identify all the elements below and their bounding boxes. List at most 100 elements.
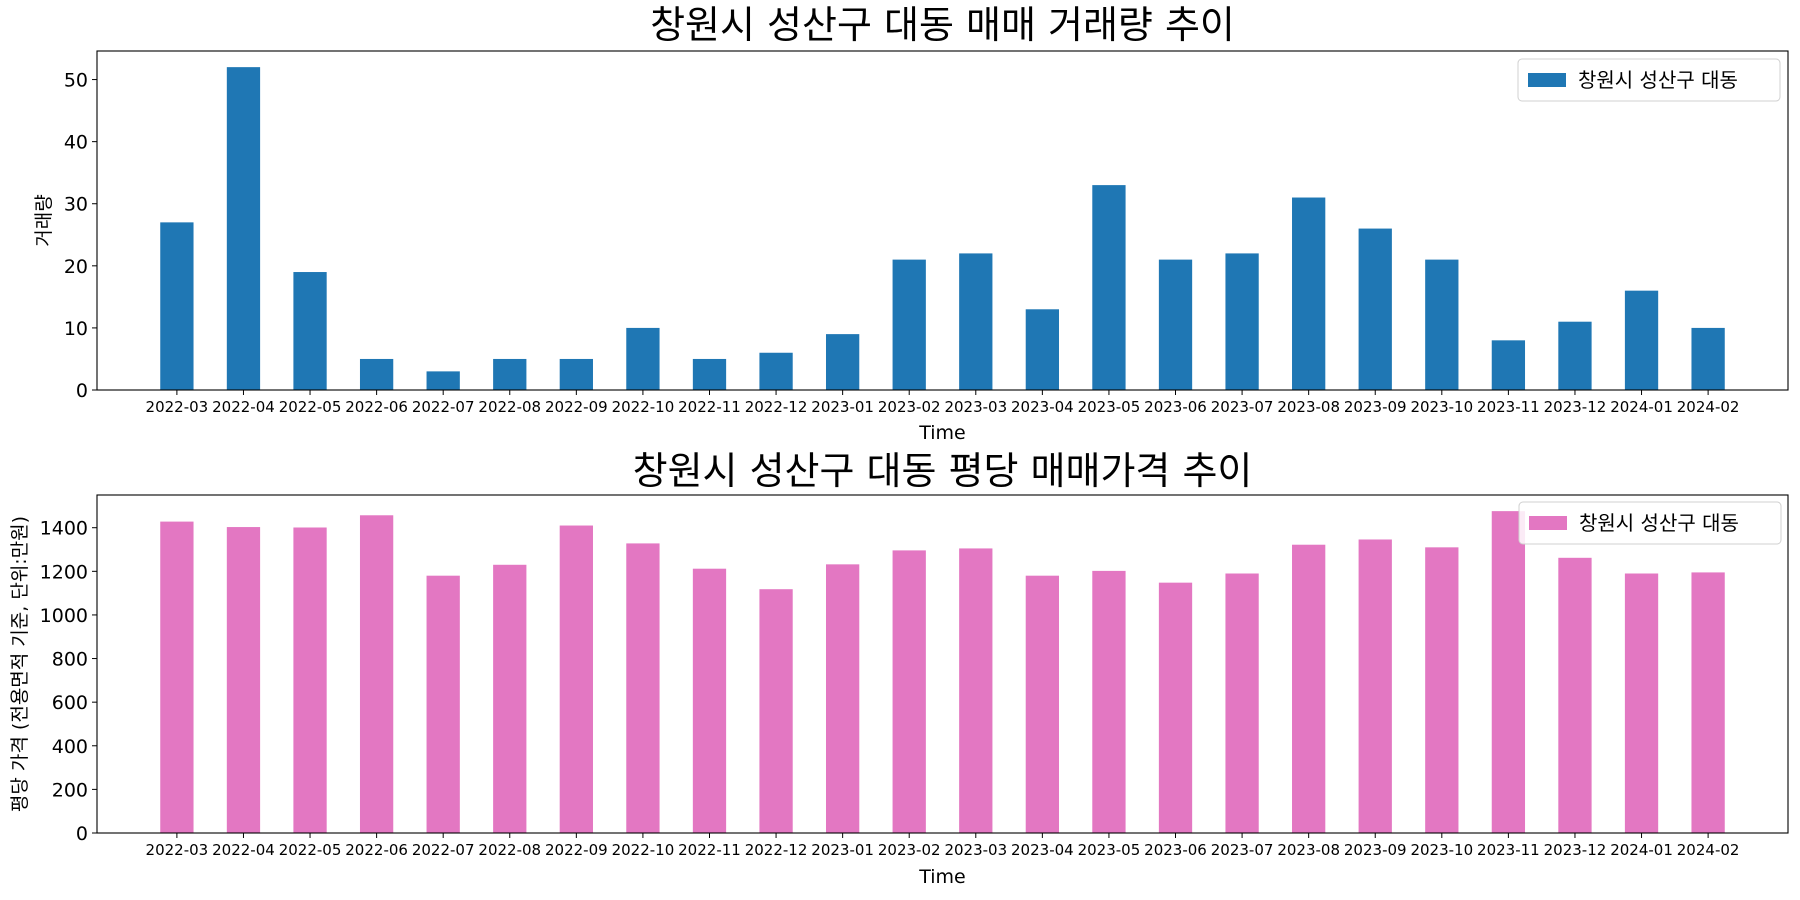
x-tick-label: 2022-04 <box>212 841 275 859</box>
x-tick-label: 2023-06 <box>1144 398 1207 416</box>
x-tick-label: 2022-11 <box>678 398 741 416</box>
x-tick-label: 2023-12 <box>1544 841 1607 859</box>
bar <box>1292 544 1326 833</box>
bar <box>759 352 793 390</box>
bar <box>426 575 460 833</box>
x-tick-label: 2023-05 <box>1078 398 1141 416</box>
bar <box>426 371 460 390</box>
x-tick-label: 2023-12 <box>1544 398 1607 416</box>
y-axis-label: 거래량 <box>33 194 55 246</box>
x-tick-label: 2023-01 <box>811 398 874 416</box>
x-tick-label: 2022-09 <box>545 841 608 859</box>
x-tick-label: 2023-01 <box>811 841 874 859</box>
bar <box>559 358 593 390</box>
bar <box>1092 570 1126 833</box>
x-tick-label: 2022-03 <box>146 398 209 416</box>
x-tick-label: 2022-05 <box>279 841 342 859</box>
bar <box>1092 185 1126 390</box>
bar <box>1491 511 1526 833</box>
y-tick-label: 10 <box>64 318 88 340</box>
x-tick-label: 2024-01 <box>1610 841 1673 859</box>
bar <box>1425 259 1459 390</box>
bar <box>559 525 593 833</box>
y-tick-label: 200 <box>52 779 88 801</box>
bar <box>892 259 926 390</box>
x-tick-label: 2023-09 <box>1344 398 1407 416</box>
bar <box>293 527 327 833</box>
x-tick-label: 2022-04 <box>212 398 275 416</box>
y-tick-label: 1200 <box>40 561 88 583</box>
legend-swatch <box>1529 516 1567 530</box>
x-tick-label: 2024-02 <box>1677 398 1740 416</box>
legend-box <box>1517 58 1781 102</box>
x-tick-label: 2023-03 <box>944 841 1007 859</box>
bar <box>959 253 993 390</box>
bar <box>1558 557 1592 833</box>
y-tick-label: 600 <box>52 692 88 714</box>
bar <box>1358 539 1392 833</box>
x-tick-label: 2023-08 <box>1277 841 1340 859</box>
x-tick-label: 2023-10 <box>1410 398 1473 416</box>
bar <box>1558 321 1592 390</box>
bar <box>1225 573 1259 833</box>
x-tick-label: 2023-03 <box>944 398 1007 416</box>
y-tick-label: 400 <box>52 736 88 758</box>
y-tick-label: 20 <box>64 256 88 278</box>
bar <box>626 327 660 390</box>
legend-box <box>1518 501 1782 545</box>
chart-title: 창원시 성산구 대동 평당 매매가격 추이 <box>633 449 1253 493</box>
x-tick-label: 2023-02 <box>878 841 941 859</box>
bar <box>825 334 860 390</box>
y-tick-label: 1400 <box>40 518 88 540</box>
bar <box>692 568 727 833</box>
bar <box>493 358 527 390</box>
chart-title: 창원시 성산구 대동 매매 거래량 추이 <box>650 3 1235 47</box>
x-tick-label: 2022-10 <box>612 841 675 859</box>
x-tick-label: 2023-05 <box>1078 841 1141 859</box>
y-tick-label: 30 <box>64 194 88 216</box>
y-tick-label: 0 <box>76 823 88 845</box>
x-axis-label: Time <box>918 866 966 888</box>
x-tick-label: 2022-10 <box>612 398 675 416</box>
bar <box>1691 572 1725 833</box>
x-tick-label: 2023-10 <box>1410 841 1473 859</box>
x-tick-label: 2022-12 <box>745 841 808 859</box>
bar <box>959 548 993 833</box>
bar <box>1491 340 1526 390</box>
bar <box>160 521 194 833</box>
y-axis-label: 평당 가격 (전용면적 기준, 단위:만원) <box>9 516 31 812</box>
bar <box>692 358 727 390</box>
x-tick-label: 2023-11 <box>1477 841 1540 859</box>
bar <box>226 527 261 833</box>
y-tick-label: 50 <box>64 70 88 92</box>
x-tick-label: 2023-06 <box>1144 841 1207 859</box>
bar <box>1292 197 1326 390</box>
x-tick-label: 2023-04 <box>1011 398 1074 416</box>
bar <box>1691 327 1725 390</box>
x-tick-label: 2023-02 <box>878 398 941 416</box>
x-tick-label: 2023-08 <box>1277 398 1340 416</box>
y-tick-label: 800 <box>52 649 88 671</box>
x-tick-label: 2023-04 <box>1011 841 1074 859</box>
bar <box>160 222 194 390</box>
x-tick-label: 2022-11 <box>678 841 741 859</box>
bar <box>1158 259 1193 390</box>
bar <box>359 358 394 390</box>
legend-label: 창원시 성산구 대동 <box>1579 511 1739 535</box>
x-tick-label: 2022-07 <box>412 398 475 416</box>
bar <box>825 564 860 833</box>
bar <box>1425 547 1459 833</box>
x-tick-label: 2022-05 <box>279 398 342 416</box>
x-tick-label: 2022-09 <box>545 398 608 416</box>
bar <box>1624 290 1659 390</box>
x-tick-label: 2022-06 <box>345 398 408 416</box>
bar <box>1025 575 1060 833</box>
plot-frame <box>96 494 1789 834</box>
y-tick-label: 0 <box>76 380 88 402</box>
x-tick-label: 2024-02 <box>1677 841 1740 859</box>
legend-swatch <box>1528 73 1566 87</box>
bar <box>1025 309 1060 390</box>
x-tick-label: 2023-07 <box>1211 398 1274 416</box>
